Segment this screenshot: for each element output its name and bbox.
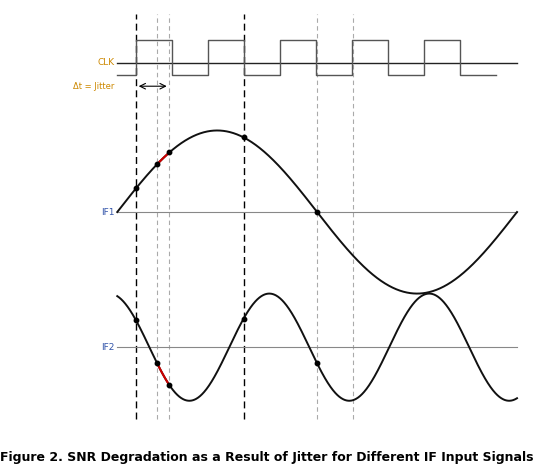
Text: IF2: IF2: [101, 343, 115, 352]
Text: CLK: CLK: [98, 58, 115, 68]
Text: IF1: IF1: [101, 207, 115, 217]
Text: Figure 2. SNR Degradation as a Result of Jitter for Different IF Input Signals: Figure 2. SNR Degradation as a Result of…: [0, 451, 533, 464]
Text: Δt = Jitter: Δt = Jitter: [73, 82, 115, 91]
